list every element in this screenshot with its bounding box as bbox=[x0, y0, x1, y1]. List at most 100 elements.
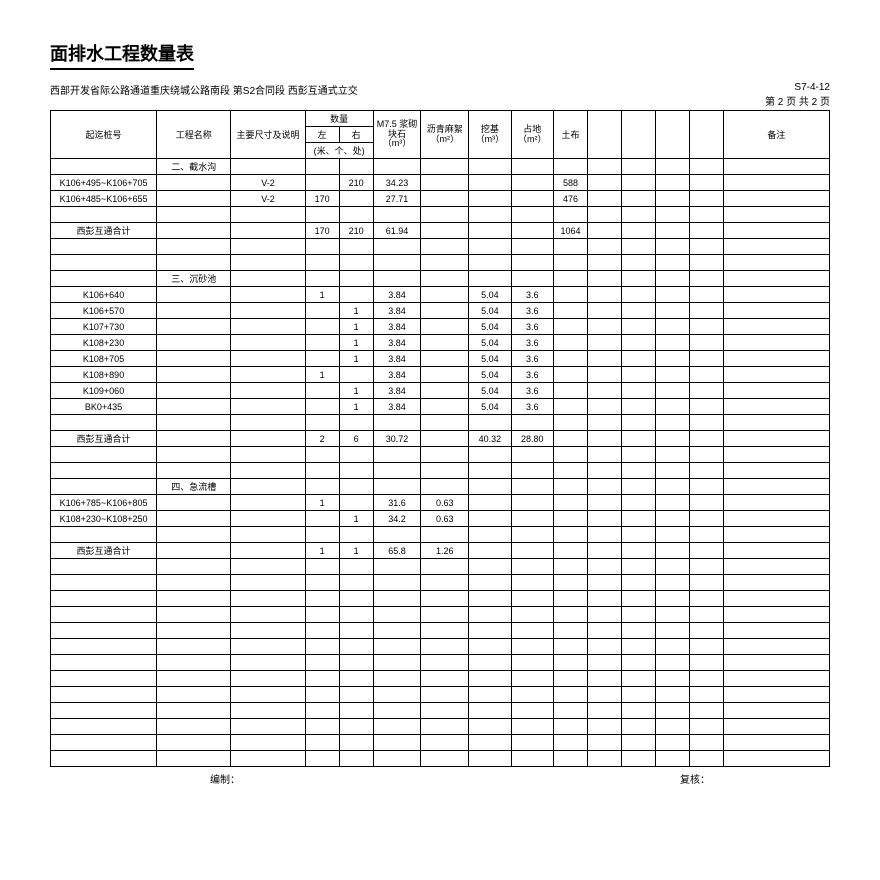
cell bbox=[655, 415, 689, 431]
cell bbox=[587, 399, 621, 415]
cell bbox=[421, 703, 469, 719]
cell bbox=[305, 575, 339, 591]
cell bbox=[655, 335, 689, 351]
cell: 2 bbox=[305, 431, 339, 447]
cell bbox=[511, 191, 553, 207]
cell: 476 bbox=[553, 191, 587, 207]
cell bbox=[305, 639, 339, 655]
cell bbox=[689, 607, 723, 623]
cell bbox=[553, 719, 587, 735]
cell bbox=[157, 255, 231, 271]
cell bbox=[655, 319, 689, 335]
table-row: K108+230~K108+250134.20.63 bbox=[51, 511, 830, 527]
cell bbox=[553, 479, 587, 495]
cell bbox=[655, 607, 689, 623]
cell bbox=[621, 335, 655, 351]
cell bbox=[51, 655, 157, 671]
cell bbox=[655, 431, 689, 447]
cell bbox=[723, 527, 829, 543]
cell bbox=[305, 447, 339, 463]
table-row bbox=[51, 559, 830, 575]
cell bbox=[373, 575, 421, 591]
table-row bbox=[51, 463, 830, 479]
cell bbox=[511, 239, 553, 255]
cell bbox=[553, 447, 587, 463]
cell bbox=[723, 591, 829, 607]
cell bbox=[723, 639, 829, 655]
cell bbox=[231, 703, 305, 719]
cell: 34.23 bbox=[373, 175, 421, 191]
cell bbox=[373, 559, 421, 575]
table-row: K107+73013.845.043.6 bbox=[51, 319, 830, 335]
cell bbox=[689, 223, 723, 239]
cell bbox=[689, 303, 723, 319]
cell bbox=[553, 639, 587, 655]
cell: 3.6 bbox=[511, 351, 553, 367]
cell bbox=[689, 751, 723, 767]
cell bbox=[231, 591, 305, 607]
cell bbox=[553, 367, 587, 383]
cell: 5.04 bbox=[469, 319, 511, 335]
cell bbox=[421, 399, 469, 415]
cell bbox=[587, 303, 621, 319]
cell: 1 bbox=[339, 383, 373, 399]
cell bbox=[689, 239, 723, 255]
cell bbox=[339, 655, 373, 671]
cell bbox=[621, 719, 655, 735]
cell bbox=[421, 591, 469, 607]
table-row: K106+64013.845.043.6 bbox=[51, 287, 830, 303]
cell bbox=[305, 271, 339, 287]
cell bbox=[511, 575, 553, 591]
cell bbox=[51, 527, 157, 543]
col-asphalt: 沥青麻絮 （m²） bbox=[421, 111, 469, 159]
cell bbox=[157, 607, 231, 623]
cell bbox=[339, 271, 373, 287]
cell bbox=[51, 607, 157, 623]
cell bbox=[553, 671, 587, 687]
cell bbox=[511, 415, 553, 431]
cell bbox=[51, 671, 157, 687]
cell: 西彭互通合计 bbox=[51, 543, 157, 559]
cell bbox=[157, 559, 231, 575]
cell: 1 bbox=[339, 399, 373, 415]
cell bbox=[553, 431, 587, 447]
cell bbox=[511, 543, 553, 559]
cell bbox=[723, 223, 829, 239]
cell bbox=[231, 399, 305, 415]
cell bbox=[339, 623, 373, 639]
cell bbox=[689, 335, 723, 351]
cell bbox=[157, 751, 231, 767]
cell bbox=[655, 623, 689, 639]
cell bbox=[655, 271, 689, 287]
cell bbox=[553, 543, 587, 559]
cell bbox=[231, 207, 305, 223]
cell bbox=[655, 207, 689, 223]
cell bbox=[655, 479, 689, 495]
col-name: 工程名称 bbox=[157, 111, 231, 159]
cell bbox=[339, 255, 373, 271]
cell bbox=[587, 623, 621, 639]
table-row bbox=[51, 751, 830, 767]
cell bbox=[655, 495, 689, 511]
cell: 1 bbox=[305, 367, 339, 383]
cell bbox=[511, 175, 553, 191]
cell bbox=[421, 319, 469, 335]
cell bbox=[689, 479, 723, 495]
cell: K108+230~K108+250 bbox=[51, 511, 157, 527]
cell: 1064 bbox=[553, 223, 587, 239]
cell bbox=[157, 287, 231, 303]
cell bbox=[621, 559, 655, 575]
cell bbox=[421, 175, 469, 191]
cell bbox=[689, 447, 723, 463]
cell bbox=[305, 303, 339, 319]
cell: 31.6 bbox=[373, 495, 421, 511]
cell bbox=[655, 543, 689, 559]
cell bbox=[511, 559, 553, 575]
cell bbox=[305, 703, 339, 719]
cell bbox=[231, 495, 305, 511]
cell bbox=[723, 255, 829, 271]
cell bbox=[157, 319, 231, 335]
cell bbox=[469, 639, 511, 655]
cell bbox=[689, 527, 723, 543]
cell bbox=[51, 639, 157, 655]
